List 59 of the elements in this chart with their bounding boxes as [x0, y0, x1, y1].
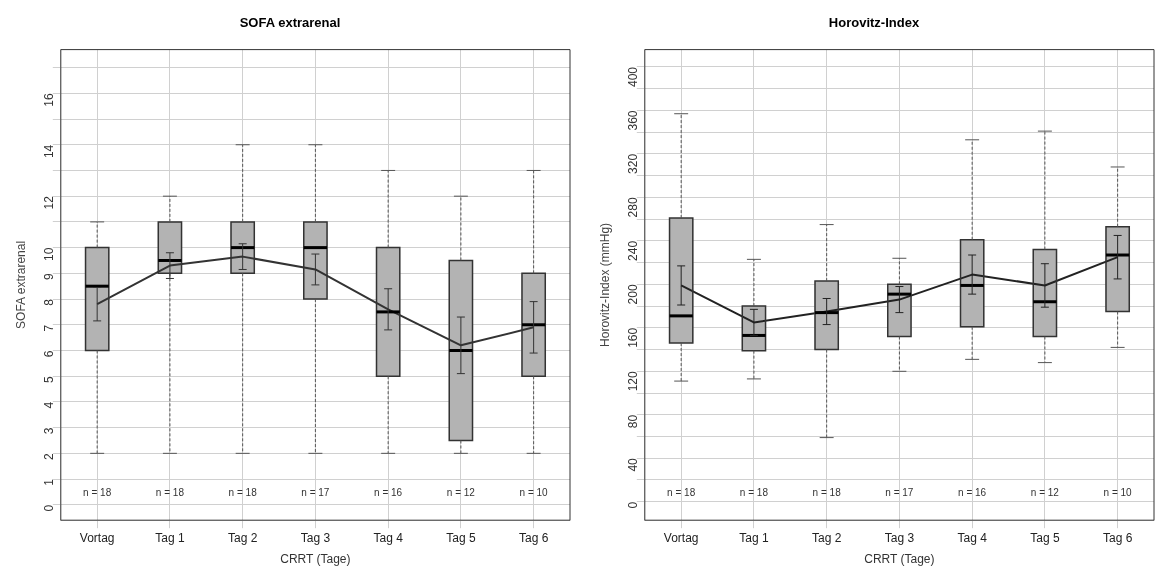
- y-tick-label: 360: [626, 110, 641, 131]
- y-tick-label: 10: [42, 247, 57, 261]
- x-tick-label: Vortag: [663, 530, 699, 545]
- y-tick-label: 120: [626, 370, 641, 392]
- y-tick-label: 0: [626, 501, 641, 509]
- annotation: n = 12: [446, 486, 476, 498]
- y-tick-label: 16: [42, 93, 57, 107]
- y-tick-label: 400: [626, 66, 641, 88]
- annotation: n = 18: [155, 486, 185, 498]
- annotation: n = 16: [958, 486, 987, 498]
- x-tick-label: Tag 5: [446, 530, 476, 545]
- y-tick-label: 2: [42, 453, 57, 461]
- chart-title: Horovitz-Index: [828, 15, 920, 31]
- y-tick-label: 200: [626, 284, 641, 305]
- x-tick-label: Tag 5: [1030, 530, 1060, 545]
- y-tick-label: 12: [42, 195, 57, 210]
- annotation: n = 10: [519, 486, 549, 498]
- y-tick-label: 7: [42, 324, 57, 332]
- annotation: n = 18: [739, 486, 769, 498]
- y-axis-title: Horovitz-Index (mmHg): [597, 222, 612, 347]
- annotation: n = 18: [667, 486, 696, 498]
- x-tick-label: Tag 6: [518, 530, 549, 545]
- y-tick-label: 1: [42, 478, 57, 486]
- x-axis-title: CRRT (Tage): [280, 552, 351, 567]
- annotation: n = 10: [1103, 486, 1133, 498]
- x-tick-label: Tag 6: [1102, 530, 1133, 545]
- x-tick-label: Tag 3: [884, 530, 915, 545]
- annotation: n = 18: [83, 486, 112, 498]
- y-tick-label: 4: [42, 401, 57, 409]
- y-tick-label: 160: [626, 327, 641, 348]
- x-tick-label: Tag 2: [811, 530, 842, 545]
- y-tick-label: 40: [626, 457, 641, 472]
- x-tick-label: Tag 2: [227, 530, 258, 545]
- annotation: n = 18: [228, 486, 258, 498]
- y-tick-label: 5: [42, 375, 57, 383]
- y-tick-label: 240: [626, 240, 641, 261]
- annotation: n = 17: [885, 486, 914, 498]
- y-axis-title: SOFA extrarenal: [13, 240, 28, 329]
- y-tick-label: 8: [42, 298, 57, 306]
- y-tick-label: 0: [42, 504, 57, 512]
- x-tick-label: Tag 1: [155, 530, 185, 545]
- y-tick-label: 9: [42, 273, 57, 281]
- y-tick-label: 320: [626, 153, 641, 174]
- annotation: n = 18: [812, 486, 842, 498]
- annotation: n = 17: [301, 486, 330, 498]
- y-tick-label: 14: [42, 144, 57, 159]
- x-axis-title: CRRT (Tage): [864, 552, 935, 567]
- x-tick-label: Tag 1: [739, 530, 769, 545]
- chart-title: SOFA extrarenal: [239, 15, 341, 31]
- x-tick-label: Vortag: [79, 530, 115, 545]
- annotation: n = 12: [1030, 486, 1060, 498]
- x-tick-label: Tag 4: [957, 530, 988, 545]
- y-tick-label: 3: [42, 427, 57, 435]
- x-tick-label: Tag 3: [300, 530, 331, 545]
- y-tick-label: 80: [626, 414, 641, 429]
- y-tick-label: 6: [42, 350, 57, 358]
- y-tick-label: 280: [626, 197, 641, 218]
- x-tick-label: Tag 4: [373, 530, 404, 545]
- annotation: n = 16: [374, 486, 403, 498]
